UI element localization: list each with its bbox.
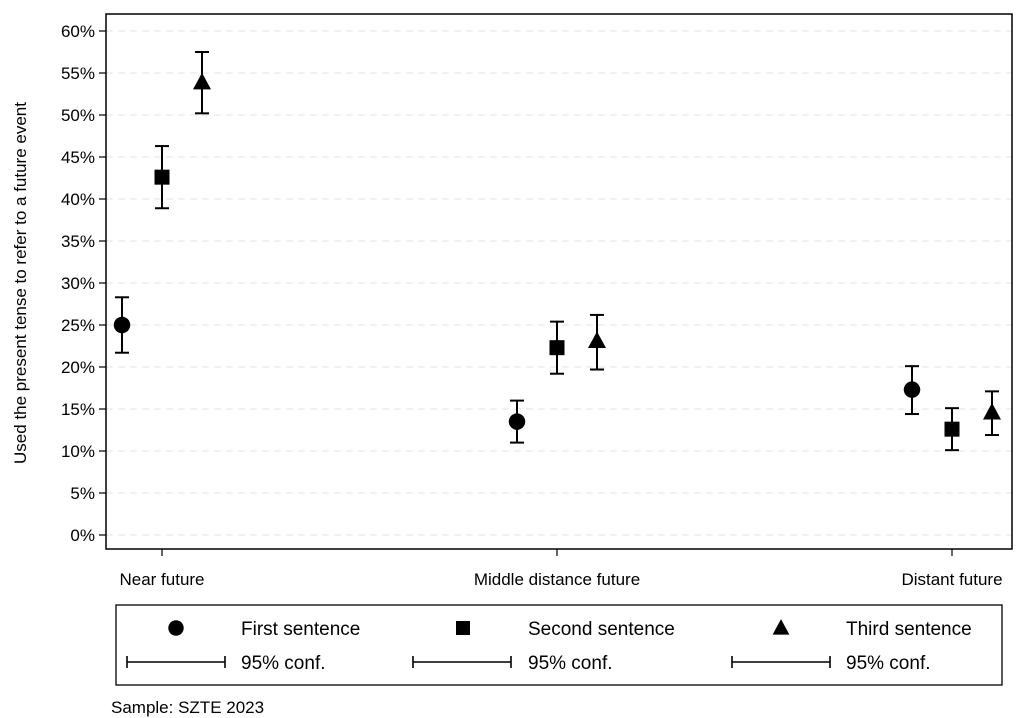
x-axis: Near future Middle distance future Distant… — [119, 549, 1003, 589]
point-third-sentence — [193, 72, 211, 90]
y-tick-label: 25% — [61, 316, 95, 335]
legend-label-first-sentence: First sentence — [241, 619, 360, 640]
y-tick-label: 40% — [61, 190, 95, 209]
y-tick-label: 5% — [70, 484, 95, 503]
legend: First sentence 95% conf. Second sentence 95… — [115, 604, 1003, 686]
y-tick-label: 20% — [61, 358, 95, 377]
y-axis: 0% 5% 10% 15% 20% 25% 30% 35% 40% 45% 50% 55% 60% — [61, 22, 106, 545]
plot-frame — [105, 13, 1013, 550]
point-second-sentence — [944, 421, 960, 437]
y-tick-label: 45% — [61, 148, 95, 167]
legend-ci-label: 95% conf. — [241, 653, 326, 674]
y-tick-label: 35% — [61, 232, 95, 251]
point-first-sentence — [113, 316, 131, 334]
grid-lines — [106, 30, 1012, 536]
point-third-sentence — [983, 402, 1001, 420]
sample-note: Sample: SZTE 2023 — [111, 698, 264, 717]
y-tick-label: 15% — [61, 400, 95, 419]
x-tick-label: Near future — [119, 570, 204, 589]
point-first-sentence — [903, 381, 921, 398]
legend-marker-second-sentence — [456, 621, 470, 635]
legend-ci-label: 95% conf. — [528, 653, 613, 674]
legend-label-second-sentence: Second sentence — [528, 619, 675, 640]
legend-box — [115, 604, 1003, 686]
y-tick-label: 50% — [61, 106, 95, 125]
legend-marker-third-sentence — [772, 619, 790, 635]
y-tick-label: 0% — [70, 526, 95, 545]
legend-label-third-sentence: Third sentence — [846, 619, 972, 640]
point-second-sentence — [549, 340, 565, 356]
y-axis-title: Used the present tense to refer to a fut… — [11, 102, 30, 464]
legend-ci-label: 95% conf. — [846, 653, 931, 674]
point-second-sentence — [154, 169, 170, 185]
y-tick-label: 55% — [61, 64, 95, 83]
point-first-sentence — [508, 413, 526, 430]
x-tick-label: Middle distance future — [474, 570, 640, 589]
point-third-sentence — [588, 331, 606, 349]
legend-marker-first-sentence — [168, 620, 184, 636]
data-points — [113, 51, 1001, 452]
y-tick-label: 10% — [61, 442, 95, 461]
y-tick-label: 30% — [61, 274, 95, 293]
x-tick-label: Distant future — [901, 570, 1002, 589]
y-tick-label: 60% — [61, 22, 95, 41]
